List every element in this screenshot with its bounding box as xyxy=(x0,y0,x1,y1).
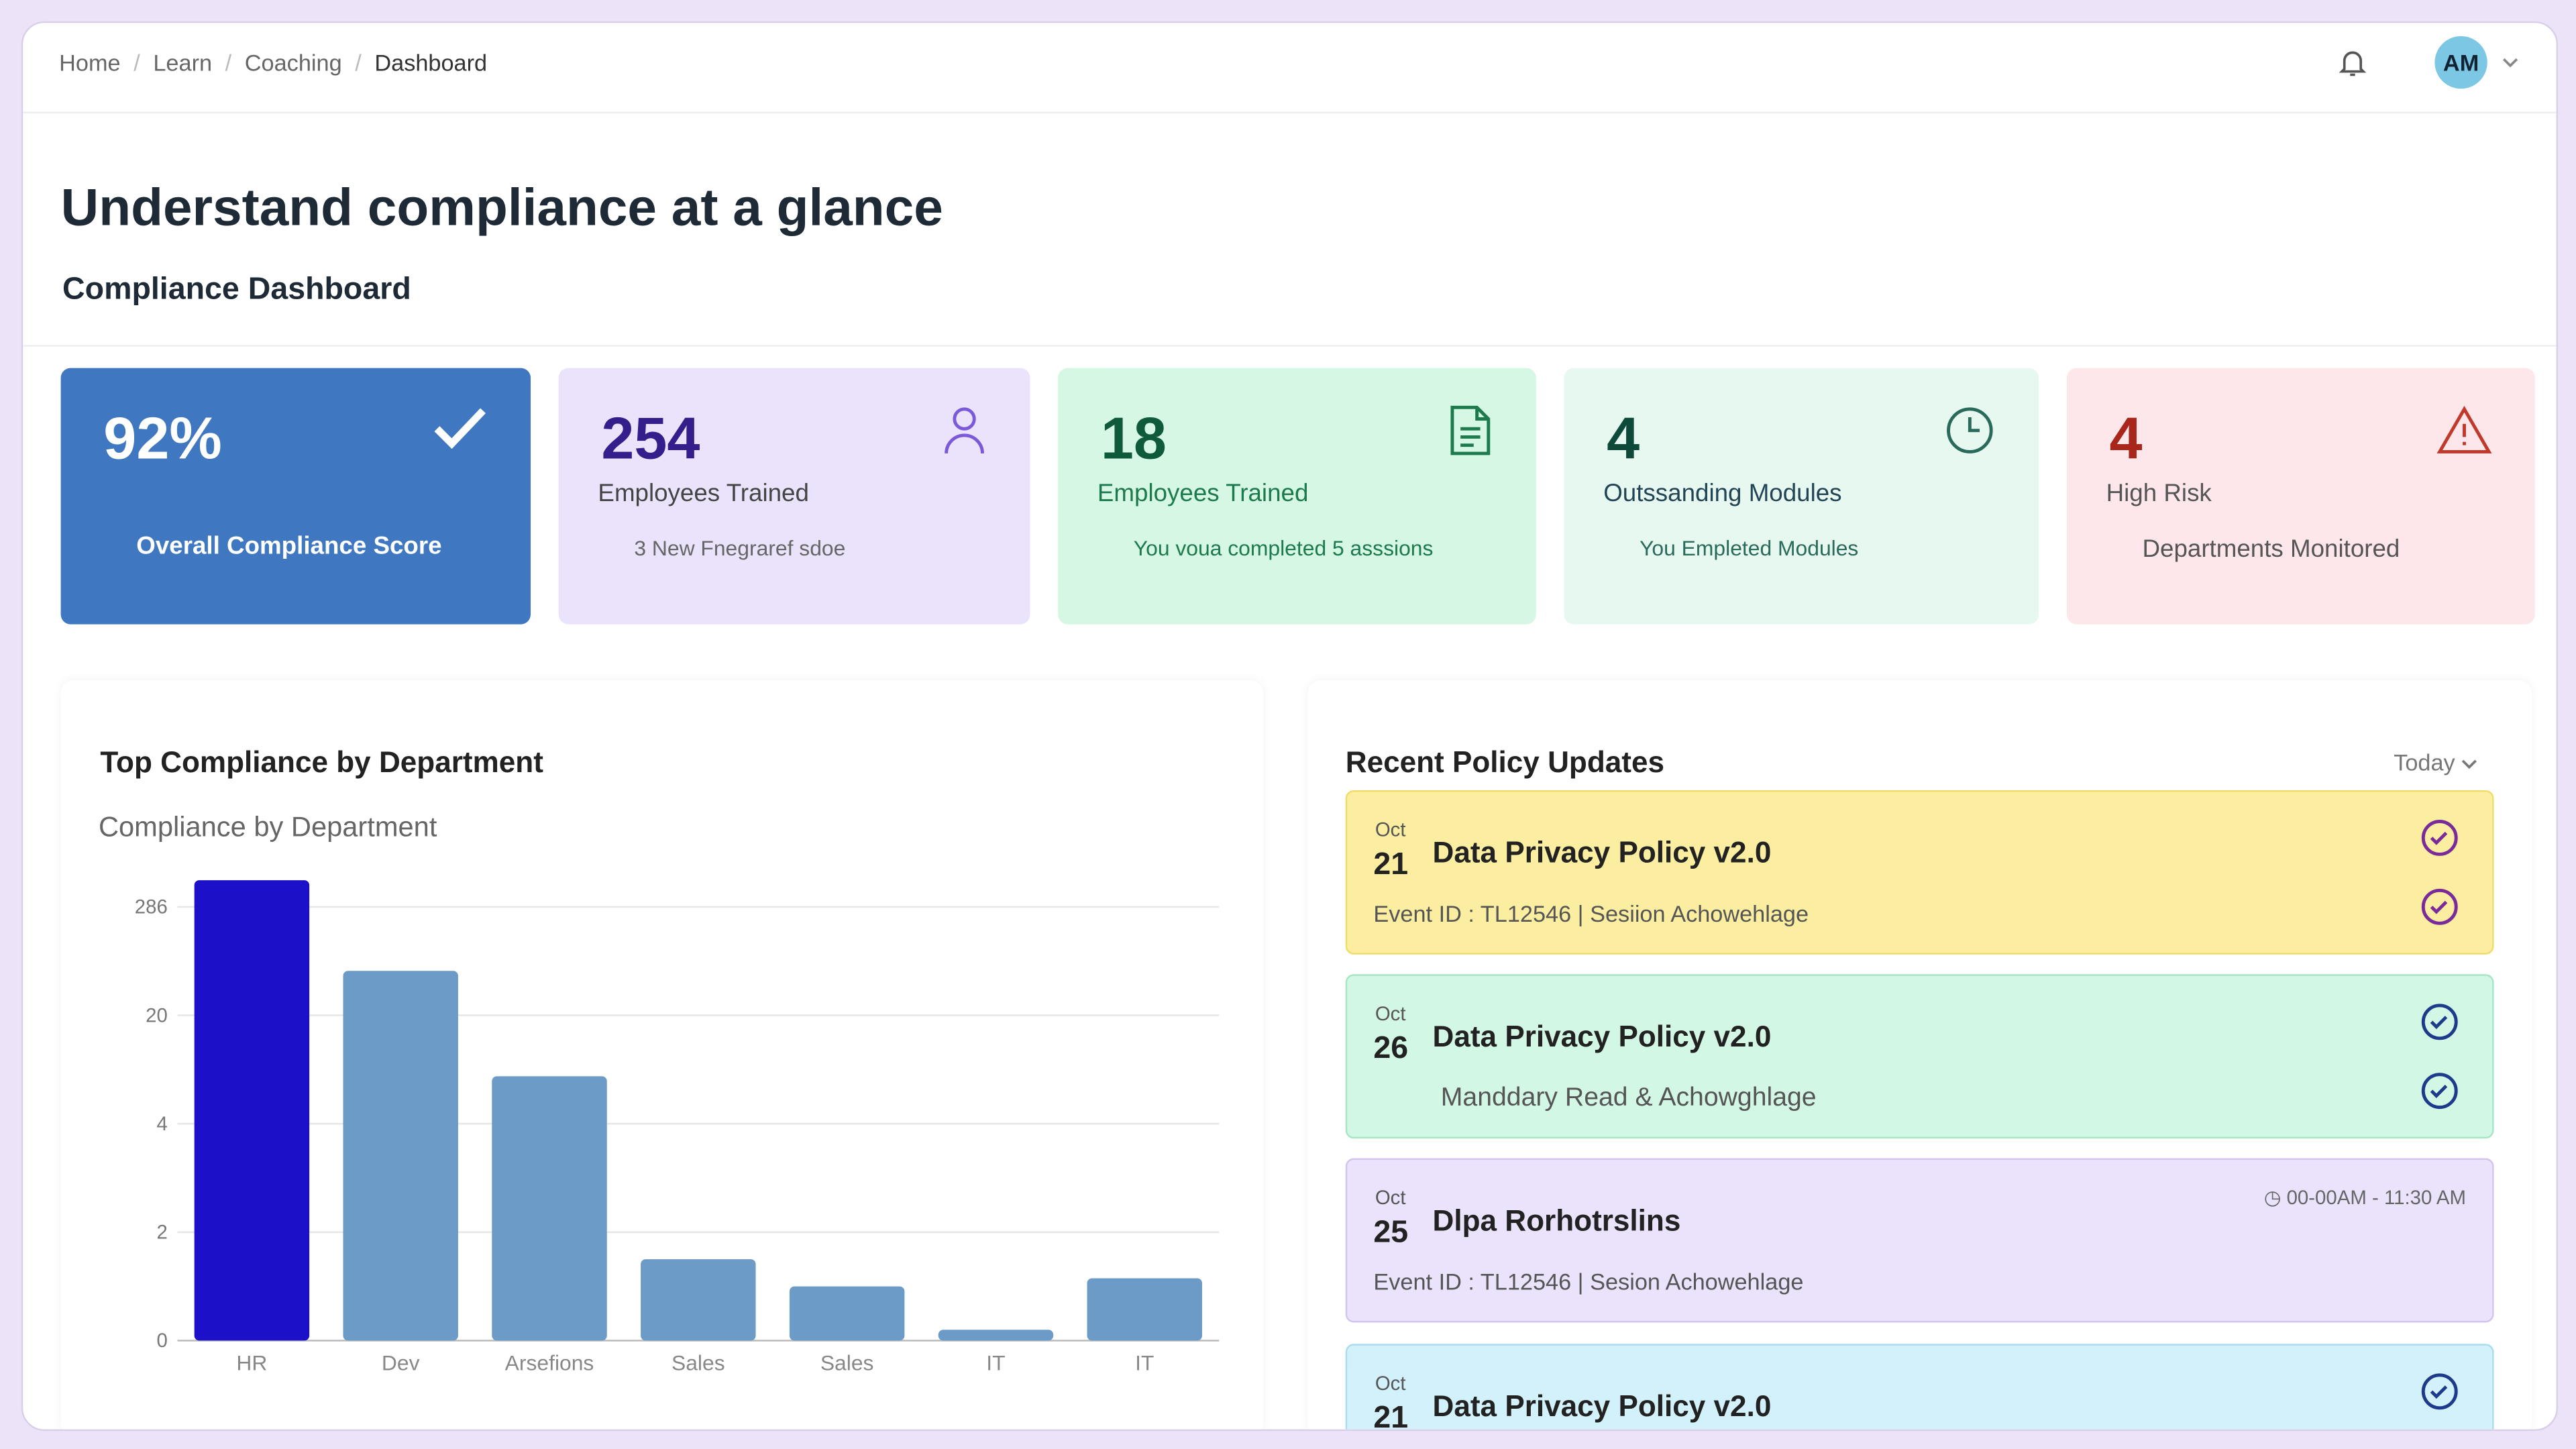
policy-item[interactable]: Oct 26 Data Privacy Policy v2.0 Manddary… xyxy=(1345,974,2494,1139)
bar xyxy=(789,1286,905,1341)
chevron[interactable] xyxy=(2500,54,2520,70)
check-circle[interactable] xyxy=(2420,1071,2459,1111)
stat-card: 18 Employees Trained You voua completed … xyxy=(1058,368,1536,625)
item-detail: Event ID : TL12546 | Sesiion Achowehlage xyxy=(1373,900,1809,927)
y-tick-label: 2 xyxy=(156,1222,167,1244)
stat-note: You Empleted Modules xyxy=(1640,535,1859,561)
filter-dropdown[interactable]: Today xyxy=(2394,749,2478,775)
breadcrumbs: Home / Learn / Coaching / Dashboard xyxy=(59,49,487,75)
check-icon xyxy=(434,408,486,449)
crumb[interactable]: Coaching xyxy=(244,49,342,76)
stat-card: 4 Outssanding Modules You Empleted Modul… xyxy=(1564,368,2039,625)
bar xyxy=(641,1259,756,1341)
policy-panel: Recent Policy Updates Today Oct 21 Data … xyxy=(1307,680,2532,1432)
date-month: Oct xyxy=(1375,1371,1406,1395)
x-tick-label: Dev xyxy=(382,1350,420,1375)
bar xyxy=(343,971,458,1341)
stat-card: 254 Employees Trained 3 New Fnegraref sd… xyxy=(558,368,1030,625)
check-circle[interactable] xyxy=(2420,818,2459,858)
x-tick-label: IT xyxy=(1135,1350,1154,1375)
y-tick-label: 286 xyxy=(135,896,168,918)
crumb[interactable]: Dashboard xyxy=(374,49,488,76)
stat-note: Departments Monitored xyxy=(2142,535,2400,564)
item-detail: Event ID : TL12546 | Sesion Achowehlage xyxy=(1373,1268,1804,1295)
y-tick-label: 20 xyxy=(146,1004,168,1026)
separator: / xyxy=(225,49,232,76)
stat-value: 254 xyxy=(601,404,700,472)
stat-value: 92% xyxy=(103,404,222,472)
stat-label: Employees Trained xyxy=(1097,480,1309,508)
date-month: Oct xyxy=(1375,1002,1406,1026)
bell-icon[interactable] xyxy=(2336,46,2369,79)
chart-title: Top Compliance by Department xyxy=(100,745,543,779)
divider xyxy=(23,345,2557,347)
stat-card: 4 High Risk Departments Monitored xyxy=(2066,368,2535,625)
stat-label: High Risk xyxy=(2106,480,2212,508)
x-tick-label: Sales xyxy=(820,1350,874,1375)
date-month: Oct xyxy=(1375,818,1406,841)
page-title: Understand compliance at a glance xyxy=(60,177,943,237)
item-title: Data Privacy Policy v2.0 xyxy=(1432,1389,1772,1423)
time-range: ◷ 00-00AM - 11:30 AM xyxy=(2263,1186,2466,1210)
stat-label: Outssanding Modules xyxy=(1603,480,1842,508)
document-icon xyxy=(1450,405,1491,455)
date-day: 25 xyxy=(1373,1216,1409,1250)
stat-value: 4 xyxy=(1607,404,1640,472)
avatar[interactable]: AM xyxy=(2434,36,2487,89)
stat-note: 3 New Fnegraref sdoe xyxy=(634,535,846,561)
item-title: Dlpa Rorhotrslins xyxy=(1432,1204,1681,1238)
check-circle[interactable] xyxy=(2420,1002,2459,1042)
warning-icon xyxy=(2436,405,2492,453)
x-tick-label: IT xyxy=(986,1350,1005,1375)
check-circle[interactable] xyxy=(2420,887,2459,926)
policy-item[interactable]: Oct 25 Dlpa Rorhotrslins Event ID : TL12… xyxy=(1345,1158,2494,1323)
item-detail: Manddary Read & Achowghlage xyxy=(1440,1084,1817,1112)
date-month: Oct xyxy=(1375,1186,1406,1210)
bar xyxy=(938,1330,1054,1341)
app-frame: Home / Learn / Coaching / Dashboard AM Underst… xyxy=(21,21,2559,1432)
y-tick-label: 4 xyxy=(156,1113,167,1135)
bar xyxy=(1087,1278,1202,1341)
crumb[interactable]: Home xyxy=(59,49,121,76)
policy-item[interactable]: Oct 21 Data Privacy Policy v2.0 xyxy=(1345,1344,2494,1432)
stat-card: 92% Overall Compliance Score xyxy=(60,368,531,625)
separator: / xyxy=(133,49,140,76)
stat-note: You voua completed 5 asssions xyxy=(1133,535,1434,561)
separator: / xyxy=(355,49,362,76)
policy-title: Recent Policy Updates xyxy=(1345,745,1664,779)
divider xyxy=(23,111,2557,113)
stat-label: Overall Compliance Score xyxy=(136,532,442,561)
stat-label: Employees Trained xyxy=(598,480,809,508)
date-day: 26 xyxy=(1373,1031,1409,1067)
chart-subtitle: Compliance by Department xyxy=(98,811,437,843)
clock-icon xyxy=(1947,407,1993,453)
y-tick-label: 0 xyxy=(156,1330,167,1352)
x-tick-label: Arsefions xyxy=(505,1350,594,1375)
item-title: Data Privacy Policy v2.0 xyxy=(1432,1020,1772,1053)
x-tick-label: HR xyxy=(236,1350,267,1375)
check-circle[interactable] xyxy=(2420,1372,2459,1411)
bar xyxy=(194,880,310,1341)
stat-value: 4 xyxy=(2109,404,2143,472)
page-subtitle: Compliance Dashboard xyxy=(62,272,411,307)
date-day: 21 xyxy=(1373,847,1409,883)
stat-value: 18 xyxy=(1100,404,1167,472)
time-text: 00-00AM - 11:30 AM xyxy=(2286,1186,2466,1210)
person-icon xyxy=(945,407,984,454)
policy-item[interactable]: Oct 21 Data Privacy Policy v2.0 Event ID… xyxy=(1345,790,2494,955)
crumb[interactable]: Learn xyxy=(153,49,213,76)
date-day: 21 xyxy=(1373,1401,1409,1432)
chevron[interactable] xyxy=(2461,757,2477,771)
filter-label[interactable]: Today xyxy=(2394,749,2455,775)
bar xyxy=(492,1076,607,1341)
item-title: Data Privacy Policy v2.0 xyxy=(1432,836,1772,869)
x-tick-label: Sales xyxy=(672,1350,725,1375)
